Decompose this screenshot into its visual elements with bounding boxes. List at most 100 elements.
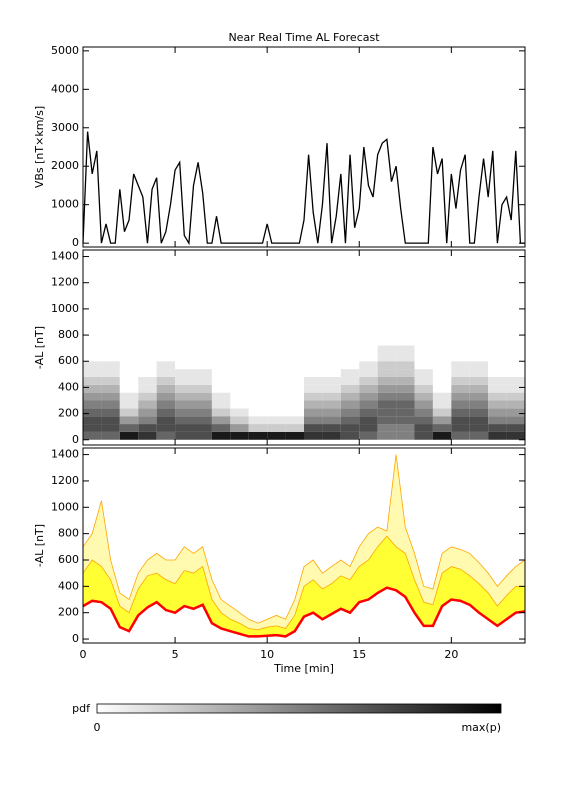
pdf-cell	[248, 361, 268, 370]
pdf-cell	[248, 345, 268, 354]
y-tick-label: 0	[72, 236, 79, 249]
pdf-cell	[83, 376, 102, 385]
pdf-cell	[156, 384, 176, 393]
y-tick-label: 2000	[51, 159, 79, 172]
pdf-cell	[211, 384, 231, 393]
pdf-cell	[193, 369, 212, 377]
pdf-cell	[101, 369, 120, 377]
pdf-cell	[193, 361, 212, 370]
pdf-cell	[175, 353, 194, 362]
pdf-cell	[432, 361, 452, 370]
pdf-cell	[322, 353, 341, 362]
pdf-cell	[138, 345, 157, 354]
pdf-cell	[377, 408, 397, 417]
pdf-cell	[488, 361, 507, 370]
pdf-cell	[156, 392, 176, 401]
pdf-cell	[83, 353, 102, 362]
pdf-cell	[285, 361, 304, 370]
pdf-cell	[414, 416, 433, 425]
y-tick-label: 5000	[51, 44, 79, 57]
colorbar-min: 0	[94, 721, 101, 734]
pdf-cell	[211, 416, 231, 425]
pdf-cell	[304, 376, 323, 385]
pdf-cell	[211, 424, 231, 432]
x-tick-label: 20	[444, 648, 458, 661]
pdf-cell	[506, 353, 525, 362]
pdf-cell	[414, 400, 433, 409]
pdf-cell	[304, 424, 323, 432]
pdf-cell	[488, 353, 507, 362]
pdf-cell	[267, 361, 286, 370]
pdf-cell	[101, 353, 120, 362]
pdf-cell	[469, 384, 489, 393]
pdf-cell	[156, 424, 176, 432]
y-axis-label: -AL [nT]	[33, 326, 46, 369]
pdf-cell	[432, 369, 452, 377]
pdf-cell	[340, 376, 360, 385]
pdf-cell	[211, 353, 231, 362]
pdf-cell	[396, 384, 415, 393]
pdf-cell	[451, 424, 470, 432]
pdf-cell	[156, 353, 176, 362]
pdf-cell	[101, 424, 120, 432]
pdf-cell	[396, 416, 415, 425]
pdf-cell	[193, 408, 212, 417]
pdf-cell	[101, 408, 120, 417]
pdf-cell	[506, 361, 525, 370]
pdf-cell	[230, 369, 249, 377]
pdf-cell	[488, 392, 507, 401]
pdf-cell	[101, 392, 120, 401]
pdf-cell	[488, 376, 507, 385]
pdf-cell	[414, 384, 433, 393]
pdf-cell	[230, 424, 249, 432]
pdf-cell	[230, 353, 249, 362]
pdf-cell	[230, 376, 249, 385]
pdf-cell	[267, 345, 286, 354]
y-tick-label: 400	[58, 579, 79, 592]
y-tick-label: 800	[58, 328, 79, 341]
pdf-cell	[138, 353, 157, 362]
y-tick-label: 0	[72, 433, 79, 446]
pdf-cell	[285, 345, 304, 354]
y-tick-label: 1200	[51, 276, 79, 289]
median-line	[82, 586, 526, 638]
pdf-cell	[304, 400, 323, 409]
pdf-cell	[469, 361, 489, 370]
panel	[82, 131, 525, 246]
y-tick-label: 1400	[51, 250, 79, 263]
pdf-cell	[211, 408, 231, 417]
pdf-cell	[396, 424, 415, 432]
pdf-cell	[340, 392, 360, 401]
pdf-cell	[285, 424, 304, 432]
pdf-cell	[175, 408, 194, 417]
pdf-cell	[488, 416, 507, 425]
pdf-cell	[359, 424, 378, 432]
pdf-cell	[414, 408, 433, 417]
pdf-cell	[267, 392, 286, 401]
pdf-cell	[193, 384, 212, 393]
pdf-cell	[322, 392, 341, 401]
pdf-cell	[377, 361, 397, 370]
pdf-cell	[396, 369, 415, 377]
pdf-cell	[304, 384, 323, 393]
pdf-cell	[138, 376, 157, 385]
pdf-cell	[156, 408, 176, 417]
pdf-cell	[119, 384, 139, 393]
pdf-cell	[83, 416, 102, 425]
pdf-cell	[322, 431, 341, 440]
pdf-cell	[340, 361, 360, 370]
pdf-cell	[396, 408, 415, 417]
pdf-cell	[248, 431, 268, 440]
pdf-cell	[175, 431, 194, 440]
pdf-cell	[414, 353, 433, 362]
pdf-cell	[285, 353, 304, 362]
pdf-cell	[432, 376, 452, 385]
pdf-cell	[340, 424, 360, 432]
pdf-cell	[304, 361, 323, 370]
pdf-cell	[340, 353, 360, 362]
pdf-cell	[377, 353, 397, 362]
pdf-cell	[506, 369, 525, 377]
pdf-cell	[469, 424, 489, 432]
x-tick-label: 0	[80, 648, 87, 661]
y-tick-label: 3000	[51, 121, 79, 134]
